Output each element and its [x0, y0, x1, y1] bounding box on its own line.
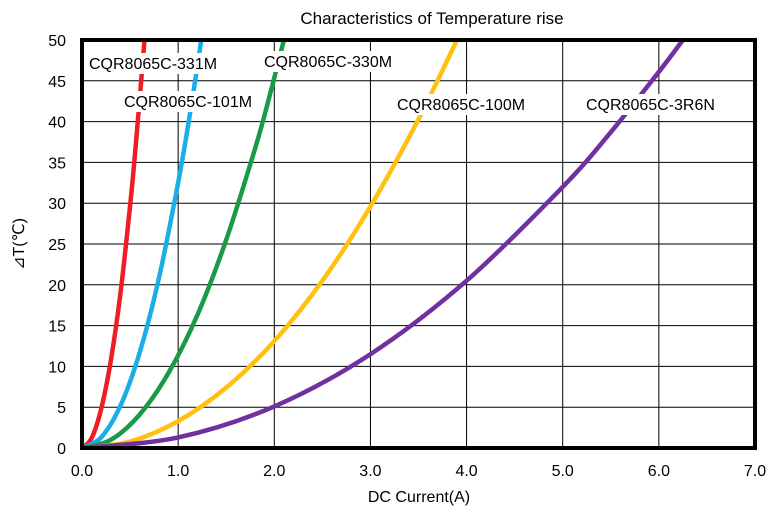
x-tick-label: 4.0 [455, 463, 477, 480]
series-label-bg [583, 94, 708, 115]
chart-title: Characteristics of Temperature rise [300, 9, 563, 28]
x-tick-labels: 0.0 1.0 2.0 3.0 4.0 5.0 6.0 7.0 [71, 463, 766, 480]
y-tick-label: 15 [48, 319, 66, 336]
x-tick-label: 0.0 [71, 463, 93, 480]
x-tick-label: 7.0 [744, 463, 766, 480]
y-tick-label: 10 [48, 359, 66, 376]
x-tick-label: 1.0 [167, 463, 189, 480]
y-tick-label: 25 [48, 237, 66, 254]
series-label-0: CQR8065C-331M [89, 56, 217, 73]
y-tick-label: 40 [48, 115, 66, 132]
y-tick-label: 30 [48, 196, 66, 213]
series-line-1 [82, 40, 204, 448]
y-tick-label: 5 [57, 400, 66, 417]
series-line-2 [82, 40, 287, 448]
y-tick-label: 45 [48, 74, 66, 91]
y-tick-label: 0 [57, 441, 66, 458]
series-labels: CQR8065C-331M CQR8065C-101M CQR8065C-330M C… [86, 51, 715, 115]
series-label-4: CQR8065C-3R6N [586, 97, 715, 114]
y-tick-labels: 0 5 10 15 20 25 30 35 40 45 50 [48, 33, 66, 458]
series-line-0 [82, 40, 147, 448]
series-label-bg [394, 94, 519, 115]
plot-frame [80, 38, 757, 450]
series-label-1: CQR8065C-101M [124, 94, 252, 111]
series-line-3 [82, 40, 460, 448]
x-tick-label: 6.0 [648, 463, 670, 480]
y-axis-label: ⊿T(℃) [11, 218, 28, 270]
series-label-bg [261, 51, 386, 72]
x-axis-label: DC Current(A) [368, 489, 470, 506]
x-tick-label: 5.0 [552, 463, 574, 480]
series-label-3: CQR8065C-100M [397, 97, 525, 114]
y-tick-label: 20 [48, 278, 66, 295]
series-label-bg [86, 53, 211, 74]
x-tick-label: 2.0 [263, 463, 285, 480]
y-tick-label: 35 [48, 155, 66, 172]
x-tick-label: 3.0 [359, 463, 381, 480]
series-label-bg [121, 91, 246, 112]
y-tick-label: 50 [48, 33, 66, 50]
series-label-2: CQR8065C-330M [264, 54, 392, 71]
